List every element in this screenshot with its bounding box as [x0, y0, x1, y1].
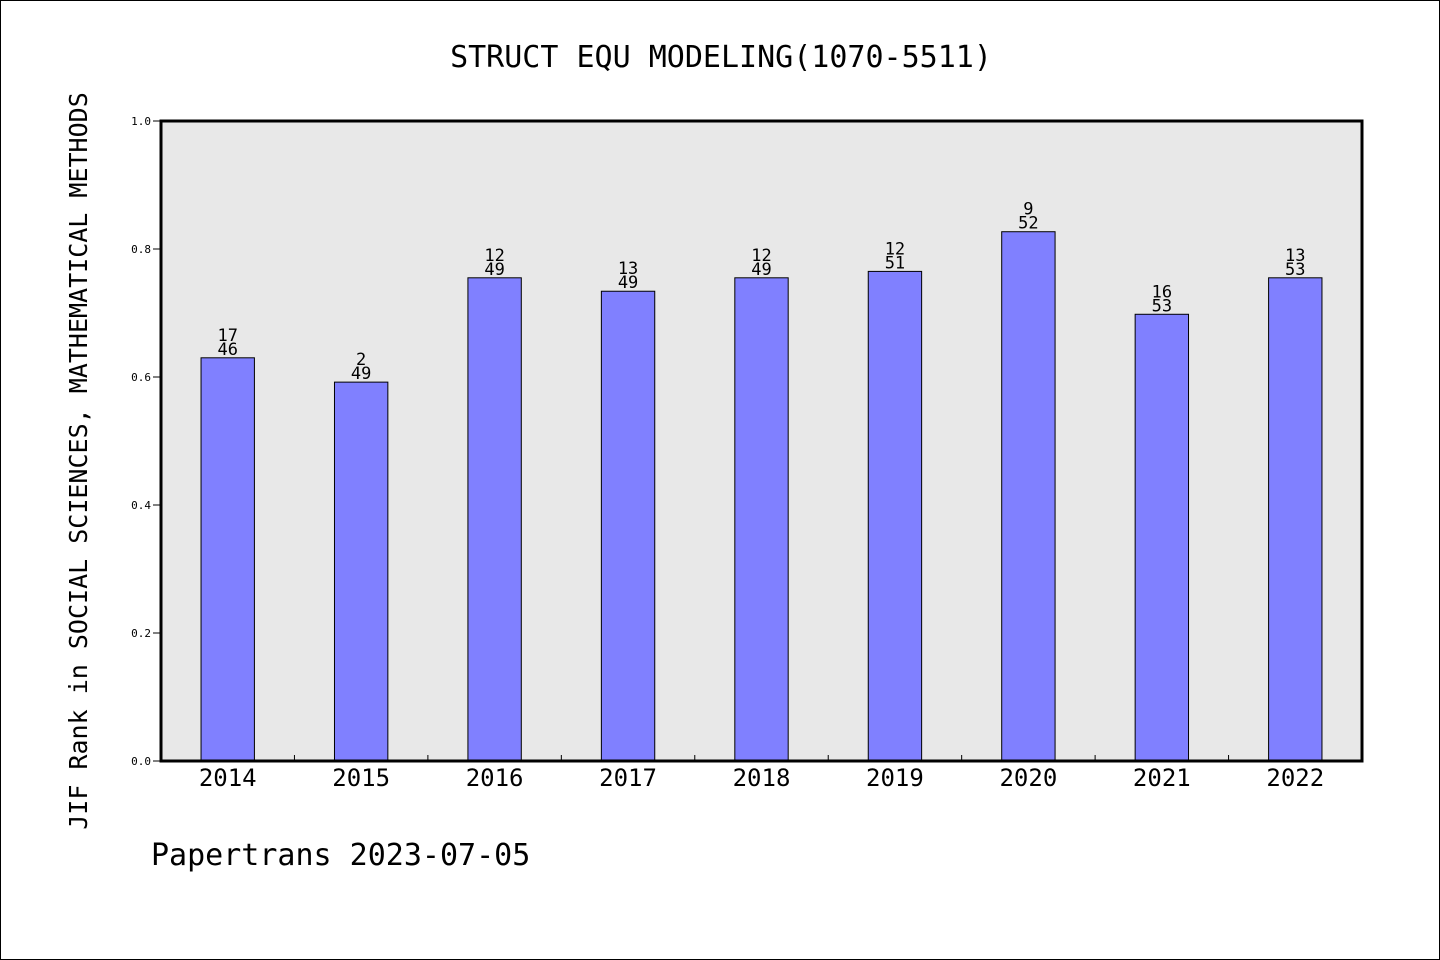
- y-tick-label: 0.2: [131, 627, 151, 640]
- data-label-rank: 2: [356, 350, 366, 370]
- y-axis-label: JIF Rank in SOCIAL SCIENCES, MATHEMATICA…: [64, 92, 93, 830]
- y-tick-label: 0.0: [131, 755, 151, 768]
- data-label-total: 51: [885, 253, 905, 273]
- data-label-total: 49: [618, 273, 638, 293]
- data-label-total: 53: [1285, 260, 1305, 280]
- data-label-rank: 12: [484, 246, 504, 266]
- x-tick-label: 2019: [866, 764, 924, 792]
- bar-2017: [600, 290, 656, 762]
- data-label-total: 49: [351, 364, 371, 384]
- data-label-rank: 12: [885, 239, 905, 259]
- bar-2014: [200, 357, 255, 762]
- bar-2018: [734, 277, 789, 762]
- data-label-total: 53: [1152, 296, 1172, 316]
- x-tick-label: 2017: [599, 764, 657, 792]
- chart-title: STRUCT EQU MODELING(1070-5511): [450, 40, 992, 75]
- data-label-rank: 13: [1285, 246, 1305, 266]
- x-tick-label: 2016: [466, 764, 524, 792]
- y-tick-label: 0.4: [131, 499, 151, 512]
- x-tick-label: 2020: [999, 764, 1057, 792]
- data-label-rank: 9: [1023, 200, 1033, 220]
- bar-2016: [467, 277, 522, 762]
- y-tick-label: 0.6: [131, 371, 151, 384]
- x-tick-label: 2018: [733, 764, 791, 792]
- bar-2015: [333, 381, 389, 762]
- data-label-rank: 12: [751, 246, 771, 266]
- bar-2021: [1134, 313, 1190, 762]
- plot-border: [159, 119, 1364, 763]
- x-tick-label: 2014: [199, 764, 257, 792]
- y-tick-label: 0.8: [131, 243, 151, 256]
- data-label-total: 49: [484, 260, 504, 280]
- x-tick-label: 2022: [1266, 764, 1324, 792]
- data-label-total: 52: [1018, 214, 1038, 234]
- y-tick-label: 1.0: [131, 115, 151, 128]
- bar-2022: [1268, 277, 1323, 762]
- bar-2020: [1001, 231, 1056, 762]
- footer-note: Papertrans 2023-07-05: [151, 838, 530, 873]
- x-tick-label: 2021: [1133, 764, 1191, 792]
- bars-layer: [200, 231, 1323, 762]
- data-label-rank: 17: [217, 326, 237, 346]
- data-label-rank: 16: [1152, 282, 1172, 302]
- x-tick-label: 2015: [332, 764, 390, 792]
- data-label-total: 49: [751, 260, 771, 280]
- axis-layer: 2014 2015 2016 2017 2018 2019 2020 2021 2022 0.0 0…: [131, 115, 1324, 792]
- bar-2019: [867, 270, 923, 762]
- data-label-total: 46: [217, 340, 237, 360]
- data-label-rank: 13: [618, 259, 638, 279]
